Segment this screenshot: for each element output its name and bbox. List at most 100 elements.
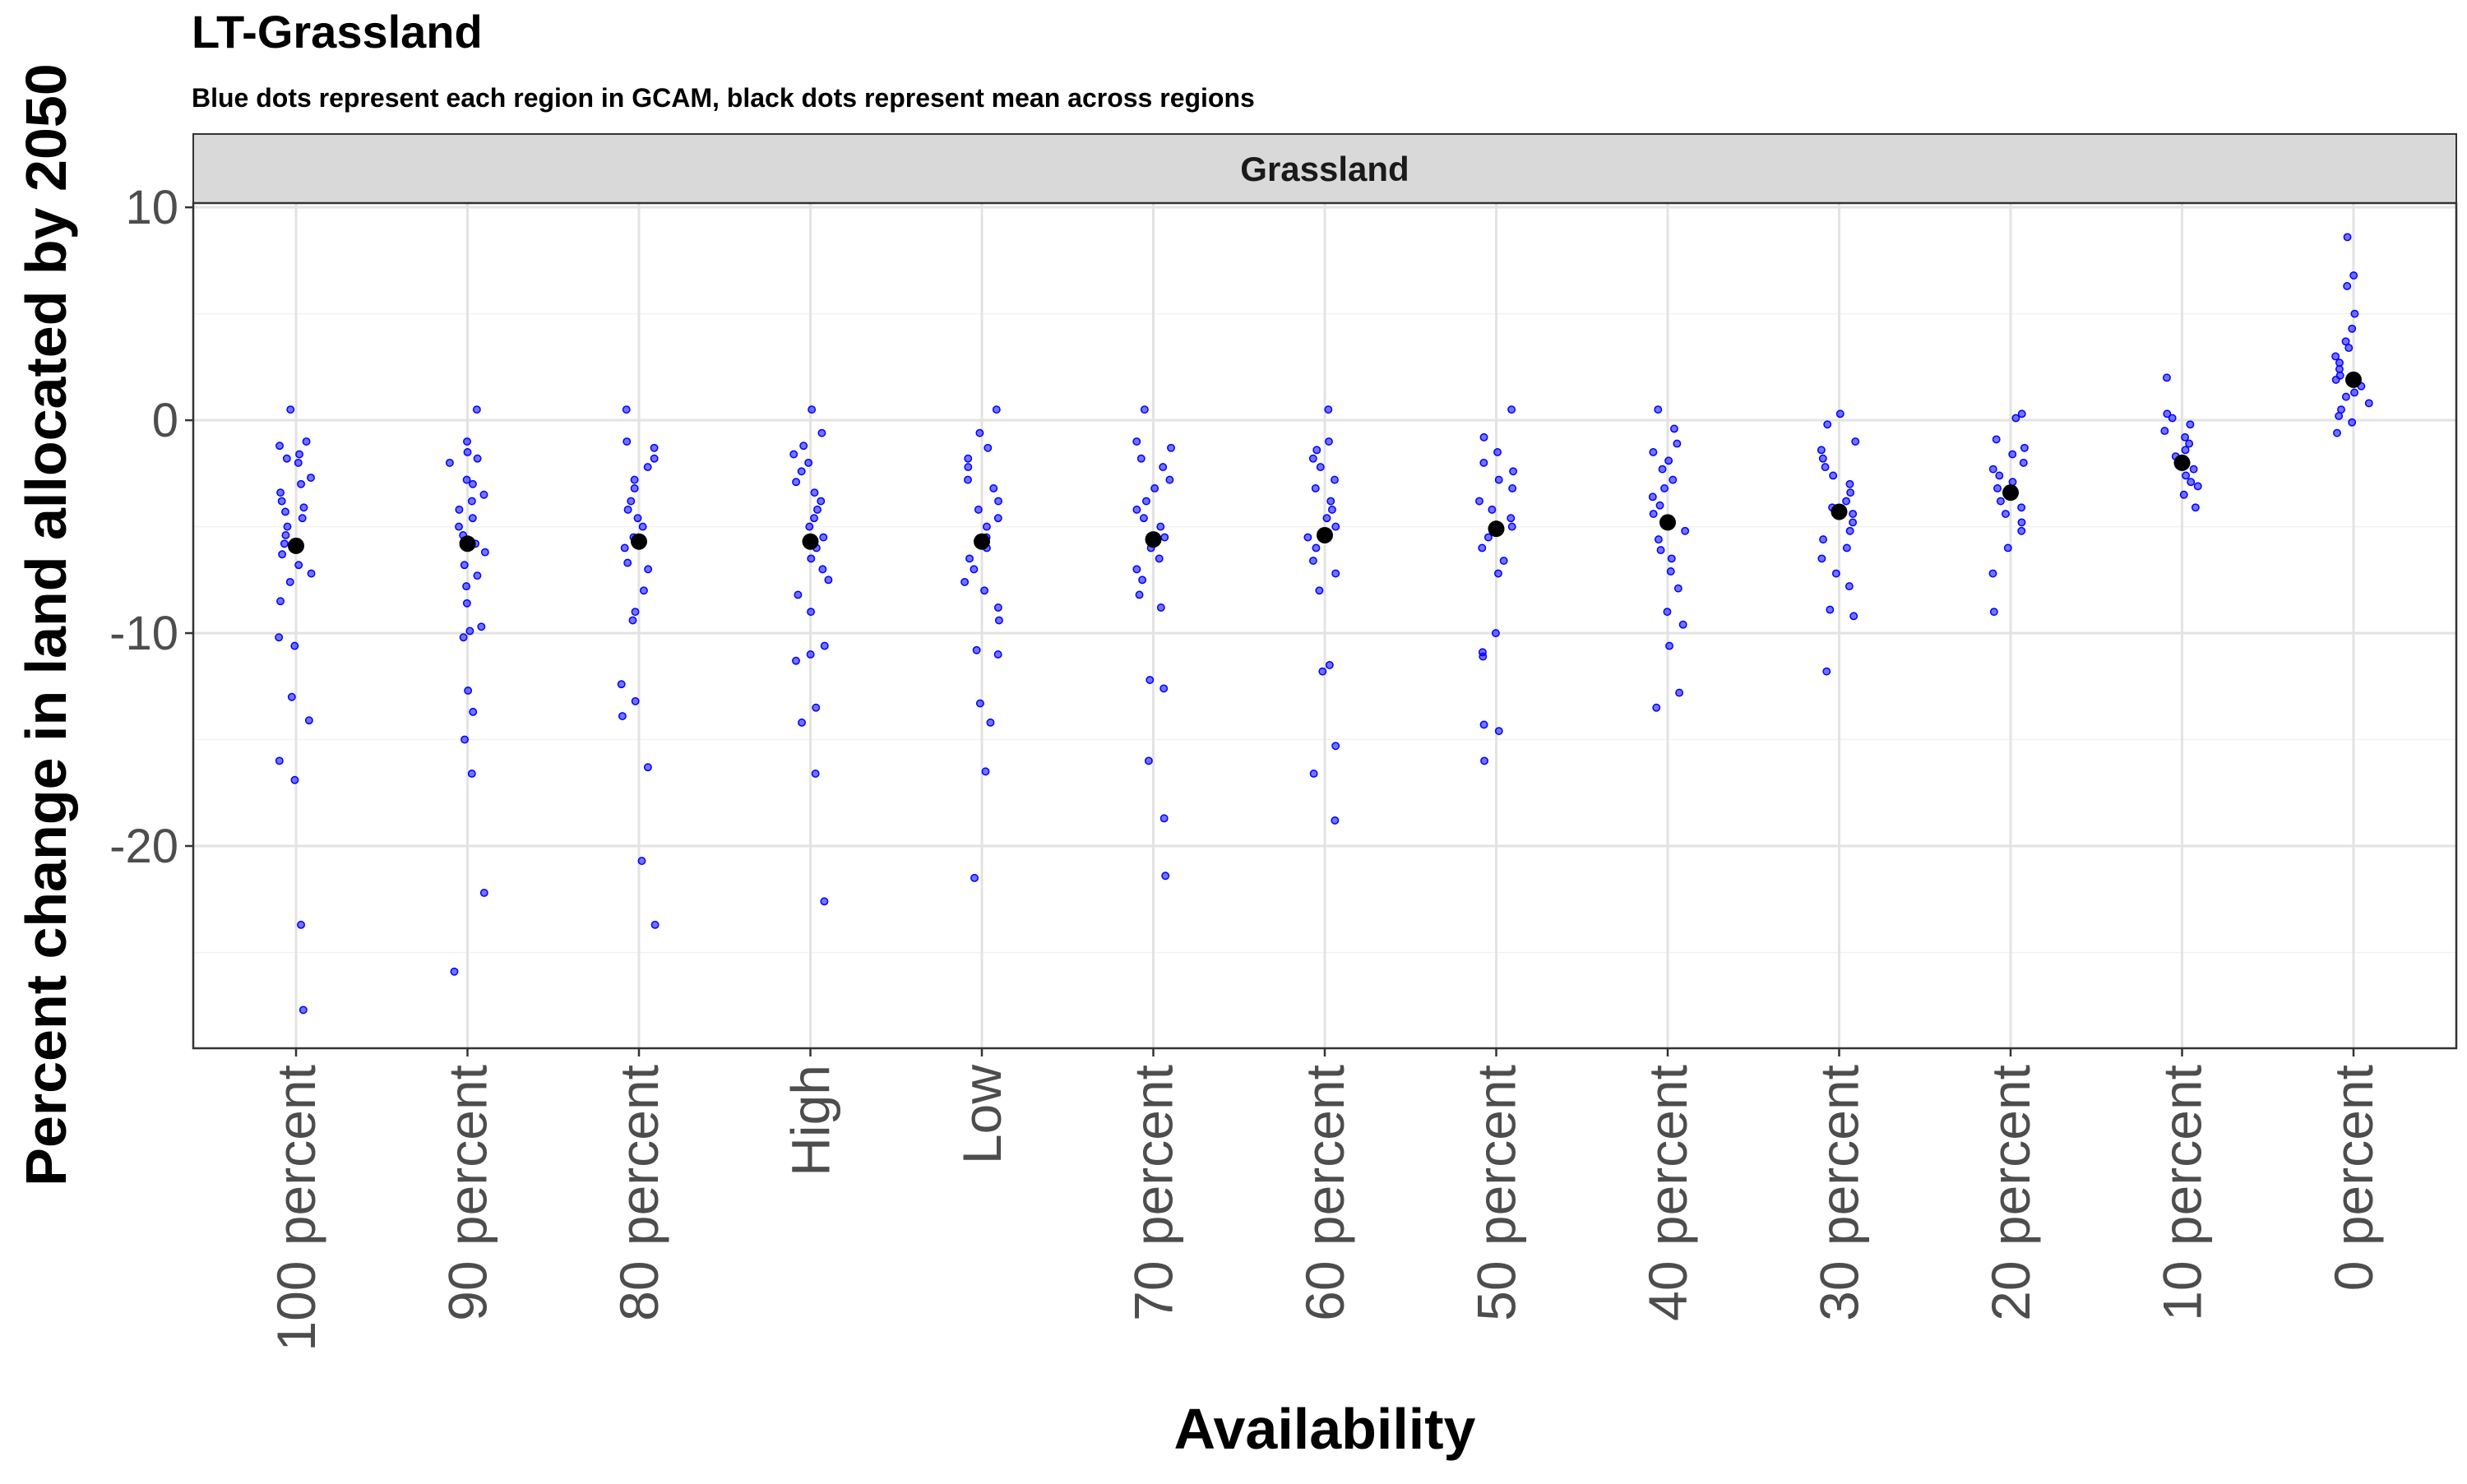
region-point bbox=[994, 616, 1003, 625]
region-point bbox=[287, 692, 296, 701]
region-point bbox=[290, 641, 299, 650]
region-point bbox=[2191, 503, 2200, 512]
y-tick-label: 10 bbox=[125, 181, 178, 234]
x-tick-label: High bbox=[780, 1065, 841, 1177]
region-point bbox=[1842, 543, 1851, 552]
region-point bbox=[994, 497, 1002, 506]
region-point bbox=[1142, 497, 1150, 506]
region-point bbox=[1988, 465, 1997, 474]
region-point bbox=[631, 696, 640, 705]
mean-point bbox=[1831, 503, 1848, 520]
region-point bbox=[2193, 482, 2202, 491]
region-point bbox=[1821, 463, 1830, 472]
region-point bbox=[281, 507, 289, 516]
region-point bbox=[1675, 688, 1684, 697]
region-point bbox=[1308, 454, 1317, 463]
region-point bbox=[824, 576, 833, 585]
region-point bbox=[1681, 526, 1690, 535]
region-point bbox=[1988, 569, 1997, 578]
region-point bbox=[980, 586, 989, 595]
region-point bbox=[1817, 446, 1826, 455]
region-point bbox=[2179, 490, 2188, 499]
mean-point bbox=[1659, 514, 1676, 531]
region-point bbox=[1159, 814, 1169, 823]
region-point bbox=[810, 514, 818, 523]
region-point bbox=[1993, 484, 2002, 492]
region-point bbox=[1849, 518, 1858, 527]
region-point bbox=[2335, 411, 2344, 420]
region-point bbox=[1318, 667, 1327, 676]
region-point bbox=[1648, 492, 1657, 502]
region-point bbox=[2349, 271, 2358, 280]
region-point bbox=[1331, 475, 1339, 484]
region-point bbox=[281, 530, 290, 539]
region-point bbox=[818, 565, 827, 574]
region-point bbox=[1664, 456, 1673, 465]
region-point bbox=[1666, 567, 1675, 576]
region-point bbox=[1156, 522, 1165, 531]
region-point bbox=[989, 484, 998, 492]
region-point bbox=[455, 522, 463, 531]
region-point bbox=[1851, 437, 1860, 446]
region-point bbox=[627, 497, 636, 506]
region-point bbox=[464, 687, 473, 695]
region-point bbox=[2348, 324, 2357, 333]
region-point bbox=[1491, 629, 1500, 638]
region-point bbox=[1823, 420, 1832, 429]
region-point bbox=[650, 920, 660, 929]
region-point bbox=[278, 550, 287, 559]
region-point bbox=[1649, 510, 1658, 519]
region-point bbox=[617, 680, 626, 689]
region-point bbox=[297, 920, 306, 929]
region-point bbox=[275, 633, 284, 642]
region-point bbox=[276, 488, 285, 497]
region-point bbox=[1667, 554, 1676, 563]
region-point bbox=[1308, 557, 1317, 565]
region-point bbox=[644, 565, 653, 574]
region-point bbox=[2186, 420, 2195, 429]
region-point bbox=[974, 505, 983, 514]
region-point bbox=[2182, 471, 2191, 480]
region-point bbox=[2162, 373, 2171, 382]
region-point bbox=[307, 569, 316, 578]
region-point bbox=[643, 763, 652, 772]
region-point bbox=[1658, 465, 1667, 474]
region-point bbox=[810, 488, 819, 497]
region-point bbox=[1829, 471, 1838, 480]
region-point bbox=[302, 437, 311, 446]
region-point bbox=[1325, 660, 1334, 669]
region-point bbox=[479, 889, 488, 897]
gridlines bbox=[193, 203, 2456, 1048]
region-point bbox=[275, 756, 284, 765]
region-point bbox=[2008, 450, 2017, 459]
region-point bbox=[463, 437, 471, 446]
region-point bbox=[1992, 435, 2001, 444]
region-point bbox=[804, 458, 813, 467]
region-point bbox=[1479, 458, 1488, 467]
region-point bbox=[817, 428, 826, 437]
region-point bbox=[992, 405, 1001, 414]
mean-point bbox=[459, 535, 476, 552]
region-point bbox=[1507, 514, 1516, 523]
region-point bbox=[964, 463, 973, 472]
region-point bbox=[789, 450, 798, 459]
region-point bbox=[1312, 543, 1321, 552]
region-point bbox=[2181, 432, 2190, 442]
x-tick-label: 90 percent bbox=[437, 1065, 498, 1321]
region-point bbox=[1161, 871, 1170, 881]
region-point bbox=[450, 967, 459, 976]
region-point bbox=[2341, 337, 2350, 346]
region-point bbox=[1326, 497, 1335, 506]
region-point bbox=[2019, 458, 2028, 467]
region-point bbox=[817, 497, 826, 506]
region-point bbox=[965, 554, 974, 563]
x-axis-title: Availability bbox=[1174, 1397, 1476, 1461]
region-point bbox=[2017, 526, 2026, 535]
region-point bbox=[462, 475, 471, 484]
region-point bbox=[1656, 546, 1665, 555]
region-point bbox=[1835, 409, 1844, 418]
region-point bbox=[299, 503, 308, 512]
region-point bbox=[1989, 608, 1998, 617]
region-point bbox=[820, 897, 829, 906]
